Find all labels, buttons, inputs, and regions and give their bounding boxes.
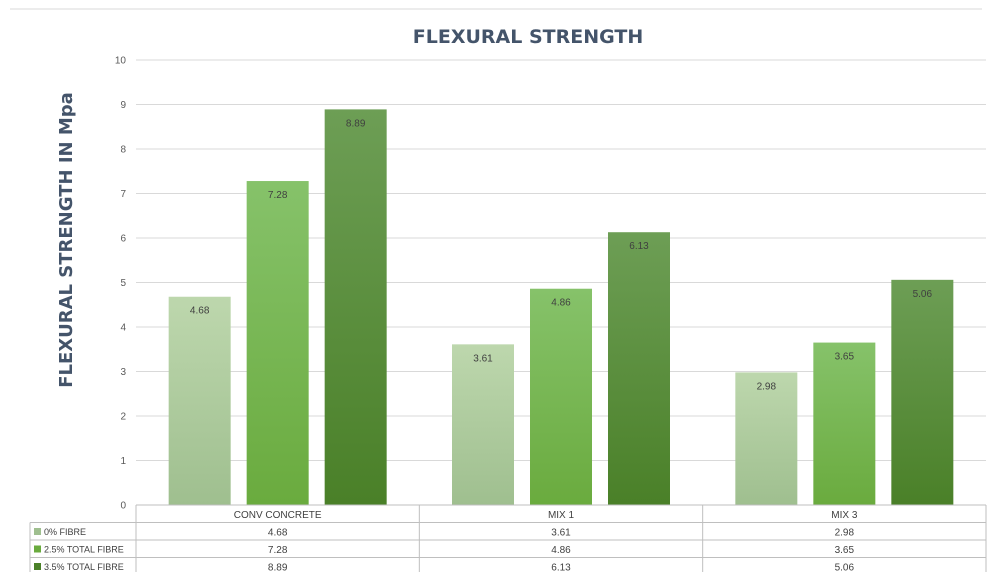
y-tick-label: 0 [120, 501, 126, 512]
y-axis-label: FLEXURAL STRENGTH IN Mpa [56, 92, 77, 388]
data-labels: 4.68 7.28 8.89 3.61 4.86 6.13 2.98 3.65 5.06 [190, 118, 933, 392]
y-axis-ticks: 0 1 2 3 4 5 6 7 8 9 10 [115, 56, 127, 512]
table-cell-value: 3.61 [551, 528, 571, 539]
bar [735, 372, 798, 505]
table-cell-value: 3.65 [835, 545, 855, 556]
data-label: 8.89 [346, 118, 366, 129]
data-label: 3.61 [473, 353, 493, 364]
table-cell-value: 7.28 [268, 545, 288, 556]
y-tick-label: 6 [120, 234, 126, 245]
y-tick-label: 1 [120, 456, 126, 467]
bar [168, 296, 231, 505]
legend-label: 2.5% TOTAL FIBRE [44, 545, 124, 555]
legend-swatch [34, 563, 41, 570]
legend-label: 3.5% TOTAL FIBRE [44, 562, 124, 572]
bar [324, 109, 387, 506]
data-label: 4.68 [190, 306, 210, 317]
data-label: 2.98 [757, 381, 777, 392]
table-cell-value: 6.13 [551, 563, 571, 572]
table-cell-value: 8.89 [268, 563, 288, 572]
bar [608, 232, 670, 505]
bar [246, 181, 309, 506]
bar [530, 288, 592, 505]
y-tick-label: 9 [120, 100, 126, 111]
bar [891, 279, 954, 505]
table-cell-value: 4.86 [551, 545, 571, 556]
x-category-label: MIX 1 [548, 510, 575, 521]
table-cell-value: 5.06 [835, 563, 855, 572]
y-tick-label: 4 [120, 323, 126, 334]
legend-swatch [34, 528, 41, 535]
table-cell-value: 2.98 [835, 528, 855, 539]
y-tick-label: 3 [120, 367, 126, 378]
bar [813, 342, 876, 505]
legend-swatch [34, 545, 41, 553]
bar [452, 344, 514, 505]
x-category-label: CONV CONCRETE [234, 510, 322, 521]
data-table: CONV CONCRETE MIX 1 MIX 3 0% FIBRE 4.68 3.61 2… [29, 504, 987, 572]
chart-title: FLEXURAL STRENGTH [413, 26, 643, 48]
bars [168, 109, 954, 506]
table-cell-value: 4.68 [268, 528, 288, 539]
y-tick-label: 8 [120, 145, 126, 156]
data-label: 4.86 [551, 298, 571, 309]
legend-label: 0% FIBRE [44, 527, 86, 537]
y-tick-label: 2 [120, 412, 126, 423]
data-label: 7.28 [268, 190, 288, 201]
y-tick-label: 7 [120, 189, 126, 200]
y-tick-label: 10 [115, 56, 127, 67]
x-category-label: MIX 3 [831, 510, 858, 521]
data-label: 5.06 [913, 289, 933, 300]
data-label: 6.13 [629, 241, 649, 252]
y-tick-label: 5 [120, 278, 126, 289]
data-label: 3.65 [835, 352, 855, 363]
